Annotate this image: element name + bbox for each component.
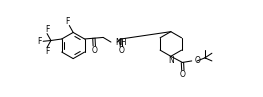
Text: O: O [118, 46, 124, 55]
Text: F: F [37, 37, 42, 46]
Text: F: F [45, 25, 49, 34]
Text: O: O [180, 70, 186, 79]
Text: N: N [168, 56, 174, 65]
Text: F: F [45, 47, 49, 56]
Text: O: O [91, 46, 97, 55]
Text: NH: NH [115, 38, 126, 47]
Text: O: O [195, 56, 201, 65]
Text: F: F [65, 17, 70, 26]
